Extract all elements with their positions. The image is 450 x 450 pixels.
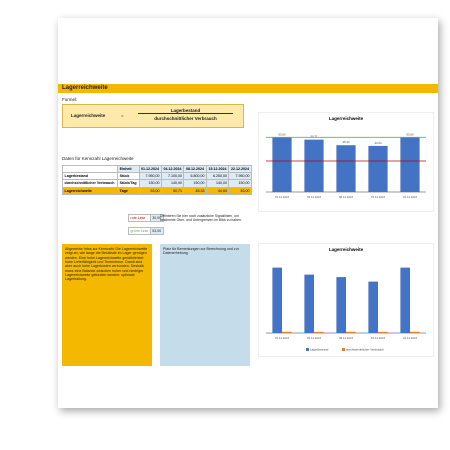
info-box: Allgemeine Infos zur Kennzahl: Die Lager… (62, 244, 152, 366)
bar (400, 137, 420, 192)
cell: durchschnittlicher Verbrauch (61, 179, 119, 188)
data-title: Daten für Kennzahl Lagerreichweite (62, 156, 134, 161)
value-label: 50,71 (311, 135, 318, 139)
cell: 140,00 (160, 179, 185, 188)
cell: 150,00 (228, 179, 252, 188)
cell: Lagerreichweite (61, 186, 119, 195)
x-tick-label: 04.12.2024 (307, 195, 321, 199)
legend-label: durchschnittlicher Verbrauch (346, 348, 384, 352)
signal-row: rote Linie 30,00 (128, 213, 164, 223)
cell: 6.800,00 (183, 172, 207, 181)
cell: Tage (117, 186, 140, 195)
cell: 7.950,00 (228, 172, 252, 181)
cell: 44,64 (205, 186, 230, 195)
x-tick-label: 22.12.2024 (403, 336, 417, 340)
formula-numerator: Lagerbestand (138, 108, 233, 115)
chart-title: Lagerreichweite (329, 116, 364, 121)
cell: 140,00 (205, 179, 230, 188)
value-label: 53,00 (407, 132, 414, 136)
bar (282, 331, 292, 333)
cell: 53,00 (149, 227, 164, 236)
bar (272, 267, 282, 333)
cell: 45,33 (183, 186, 207, 195)
bar (304, 139, 324, 192)
header-row: Einheit 01.12.2024 04.12.2024 08.12.2024 15.… (61, 164, 252, 174)
cell: 150,00 (138, 179, 163, 188)
legend-swatch (342, 348, 345, 351)
column-header: 22.12.2024 (228, 164, 252, 174)
x-tick-label: 08.12.2024 (339, 195, 353, 199)
formula-eq: = (121, 113, 124, 118)
cell: Stück/Tag (117, 179, 140, 188)
cell: 6.250,00 (205, 172, 230, 181)
formula-lhs: Lagerreichweite (71, 113, 106, 118)
cell: Stück (117, 172, 140, 181)
bar (378, 331, 388, 333)
bar (346, 331, 356, 333)
value-label: 53,00 (279, 132, 286, 136)
bar (400, 267, 410, 333)
data-table: Einheit 01.12.2024 04.12.2024 08.12.2024 15.… (61, 164, 252, 195)
cell: 50,71 (160, 186, 185, 195)
cell: 7.100,00 (160, 172, 185, 181)
x-tick-label: 15.12.2024 (371, 336, 385, 340)
column-header: 08.12.2024 (183, 164, 207, 174)
title: Lagerreichweite (62, 85, 108, 91)
formula-label: Formel: (62, 97, 78, 102)
bar (410, 331, 420, 333)
formula-denominator: durchschnittlicher Verbrauch (154, 116, 217, 121)
cell: 7.950,00 (138, 172, 163, 181)
x-tick-label: 04.12.2024 (307, 336, 321, 340)
data-row: Lagerreichweite Tage 53,00 50,71 45,33 44,64 5… (61, 186, 252, 195)
x-tick-label: 01.12.2024 (275, 336, 289, 340)
column-header: 15.12.2024 (205, 164, 230, 174)
bar (314, 331, 324, 333)
column-header: 04.12.2024 (160, 164, 185, 174)
cell: 53,00 (228, 186, 252, 195)
value-label: 44,64 (375, 141, 382, 145)
signal-table: rote Linie 30,00 grüne Linie 53,00 (128, 213, 164, 241)
value-label: 45,33 (343, 140, 350, 144)
spacer-row (129, 235, 164, 241)
signal-row: grüne Linie 53,00 (128, 227, 164, 236)
bar (304, 274, 314, 333)
x-tick-label: 01.12.2024 (275, 195, 289, 199)
column-header: 01.12.2024 (138, 164, 163, 174)
x-tick-label: 15.12.2024 (371, 195, 385, 199)
cell: Lagerbestand (61, 172, 119, 181)
title-bar: Lagerreichweite (58, 84, 438, 93)
x-tick-label: 08.12.2024 (339, 336, 353, 340)
bar (336, 145, 356, 192)
cell: rote Linie (128, 213, 151, 223)
empty-cell (61, 164, 119, 174)
legend-label: Lagerbestand (310, 348, 329, 352)
x-tick-label: 22.12.2024 (403, 195, 417, 199)
cell: grüne Linie (128, 227, 151, 236)
chart: Lagerreichweite 01.12.2024 53,00 04.12.2024… (258, 112, 434, 212)
cell: 150,00 (183, 179, 207, 188)
legend-swatch (306, 348, 309, 351)
bar (272, 137, 292, 192)
data-row: Lagerbestand Stück 7.950,00 7.100,00 6.800,0… (61, 172, 252, 181)
formula-box: Lagerreichweite = Lagerbestand durchschn… (62, 104, 244, 128)
signal-note: Definieren Sie hier noch zusätzliche Sig… (160, 214, 242, 223)
cell: 53,00 (138, 186, 163, 195)
column-header: Einheit (117, 164, 140, 174)
bar (336, 277, 346, 333)
cell: 30,00 (149, 213, 164, 223)
remarks-box: Platz für Bemerkungen zur Berechnung und… (160, 244, 250, 366)
chart-title: Lagerreichweite (329, 247, 364, 252)
bar (368, 145, 388, 192)
data-row: durchschnittlicher Verbrauch Stück/Tag 150… (61, 179, 252, 188)
chart: Lagerreichweite 01.12.2024 04.12.2024 08.12… (258, 243, 434, 357)
bar (368, 281, 378, 333)
